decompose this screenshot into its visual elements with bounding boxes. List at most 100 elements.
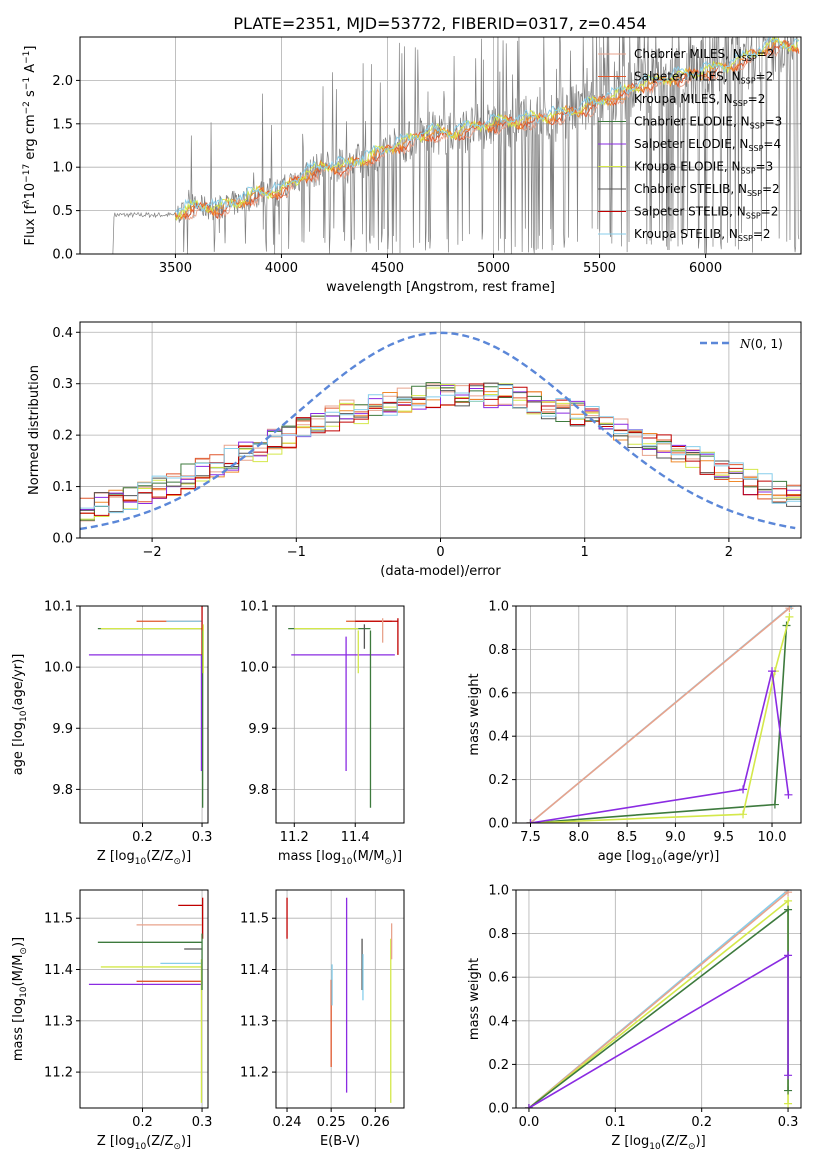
y-axis-label-part: A — [23, 64, 38, 77]
y-tick-label: 11.5 — [240, 912, 269, 927]
y-axis-label-part: erg cm — [23, 114, 38, 163]
y-tick-label: 9.9 — [52, 722, 73, 737]
age-vs-metallicity-panel: 0.2 0.39.89.910.010.1Z [log10(Z/Z⊙)]age [… — [11, 600, 212, 868]
legend-entry-tail: =4 — [763, 137, 781, 151]
y-tick-label: 0.3 — [52, 377, 73, 392]
mass-vs-extinction-panel: 0.24 0.25 0.26 11.2 11.3 11.4 11.5 E(B-V) — [240, 889, 405, 1149]
x-axis-label: mass [log10(M/M⊙)] — [278, 849, 402, 867]
x-tick-label: 0.2 — [691, 1115, 712, 1130]
weight-series-line — [530, 616, 791, 823]
y-tick-label: 2.0 — [52, 74, 73, 89]
y-tick-label: 10.0 — [240, 661, 269, 676]
y-axis-label: mass [log10(M/M⊙)] — [11, 937, 29, 1061]
y-tick-label: 0.0 — [488, 817, 509, 832]
x-axis-label-part: 10 — [649, 1142, 661, 1152]
weight-point-marker — [785, 606, 794, 613]
plot-area — [526, 606, 796, 823]
x-axis-label-part: Z [log — [611, 1134, 649, 1149]
y-tick-label: 0.4 — [52, 326, 73, 341]
legend-entry: Chabrier STELIB, NSSP=2 — [634, 182, 780, 198]
legend-entry: Salpeter STELIB, NSSP=2 — [634, 205, 778, 221]
legend-entry-sub: SSP — [747, 189, 762, 198]
y-axis-label-part: ⊙ — [19, 947, 29, 955]
y-tick-label: 11.2 — [44, 1066, 73, 1081]
legend-entry-text: Chabrier STELIB, N — [634, 182, 747, 196]
y-tick-label: 0.0 — [52, 248, 73, 263]
x-tick-label: 1 — [581, 545, 589, 560]
weight-point-marker — [526, 819, 535, 823]
y-tick-label: 0.6 — [488, 686, 509, 701]
plot-area — [112, 37, 800, 254]
x-tick-label: 5000 — [477, 261, 510, 276]
x-axis-label-part: ⊙ — [384, 857, 392, 867]
legend-entry: Kroupa STELIB, NSSP=2 — [634, 227, 771, 243]
x-tick-label: 0.26 — [361, 1115, 390, 1130]
x-axis-label: E(B-V) — [320, 1134, 360, 1149]
weight-point-marker — [784, 1099, 793, 1108]
x-tick-label: −1 — [287, 545, 306, 560]
x-axis-label: Z [log10(Z/Z⊙)] — [97, 849, 191, 867]
x-axis-label-part: )] — [392, 849, 402, 864]
x-tick-label: 0.2 — [132, 830, 153, 845]
x-tick-label: 9.5 — [713, 830, 734, 845]
axes-frame — [275, 605, 405, 824]
x-axis-label-part: ⊙ — [173, 1142, 181, 1152]
legend-entry-tail: =3 — [765, 115, 783, 129]
y-tick-label: 11.5 — [44, 912, 73, 927]
y-axis-label-part: −1 — [22, 51, 32, 64]
legend-entry-tail: =2 — [762, 182, 780, 196]
x-axis-label-part: mass [log — [278, 849, 341, 864]
y-axis-label: mass weight — [467, 673, 482, 755]
y-axis-label-part: mass [log — [11, 998, 26, 1061]
y-axis-label-part: ] — [23, 46, 38, 51]
weight-point-marker — [739, 785, 748, 794]
plot-area — [286, 897, 393, 1103]
x-axis-label: Z [log10(Z/Z⊙)] — [97, 1134, 191, 1152]
x-tick-label: 8.0 — [568, 830, 589, 845]
x-tick-label: 0.1 — [605, 1115, 626, 1130]
weight-point-marker — [784, 790, 793, 799]
x-axis-label-part: Z [log — [97, 1134, 135, 1149]
x-axis-label-part: (Z/Z — [146, 1134, 173, 1149]
x-axis-label-part: )] — [696, 1134, 706, 1149]
y-tick-label: 11.4 — [44, 963, 73, 978]
x-axis-label-part: 10 — [341, 857, 353, 867]
x-tick-label: 0.25 — [317, 1115, 346, 1130]
axes-frame — [79, 889, 209, 1109]
x-tick-label: 0.3 — [192, 1115, 213, 1130]
residual-histogram — [80, 383, 801, 516]
x-tick-label: −2 — [143, 545, 162, 560]
y-axis-label: mass weight — [467, 958, 482, 1040]
plot-area — [88, 897, 204, 1103]
x-tick-label: 5500 — [583, 261, 616, 276]
x-tick-label: 3500 — [159, 261, 192, 276]
x-axis-label-part: 10 — [135, 1142, 147, 1152]
y-tick-label: 11.3 — [240, 1014, 269, 1029]
y-tick-label: 1.5 — [52, 117, 73, 132]
x-tick-label: 10.0 — [758, 830, 787, 845]
x-axis-label-part: (M/M — [353, 849, 385, 864]
x-tick-label: 0.3 — [778, 1115, 799, 1130]
x-tick-label: 11.2 — [280, 830, 309, 845]
legend-entry-text: Salpeter MILES, N — [634, 70, 741, 84]
x-tick-label: 6000 — [689, 261, 722, 276]
weight-vs-age-panel: 7.5 8.0 8.5 9.0 9.5 10.0 0.0 0.2 0.4 0.6 0.8 1.0 age… — [467, 600, 802, 867]
legend-entry-tail: =2 — [761, 205, 779, 219]
legend-entry-sub: SSP — [748, 144, 763, 153]
legend-entry-tail: =2 — [756, 70, 774, 84]
legend-entry-text: Chabrier ELODIE, N — [634, 115, 750, 129]
x-tick-label: 4000 — [265, 261, 298, 276]
legend-label-args: (0, 1) — [751, 337, 783, 351]
weight-point-marker — [524, 1104, 533, 1108]
weight-point-marker — [770, 800, 779, 809]
x-tick-label: 7.5 — [520, 830, 541, 845]
y-tick-label: 0.5 — [52, 204, 73, 219]
x-axis-label-part: 10 — [135, 857, 147, 867]
axes-frame — [79, 605, 209, 824]
x-axis-label-part: )] — [181, 1134, 191, 1149]
y-axis-label-part: (age/yr)] — [11, 654, 26, 711]
y-tick-label: 0.4 — [488, 1014, 509, 1029]
y-tick-label: 0.0 — [488, 1102, 509, 1117]
x-tick-label: 9.0 — [665, 830, 686, 845]
x-axis-label-part: age [log — [598, 849, 651, 864]
